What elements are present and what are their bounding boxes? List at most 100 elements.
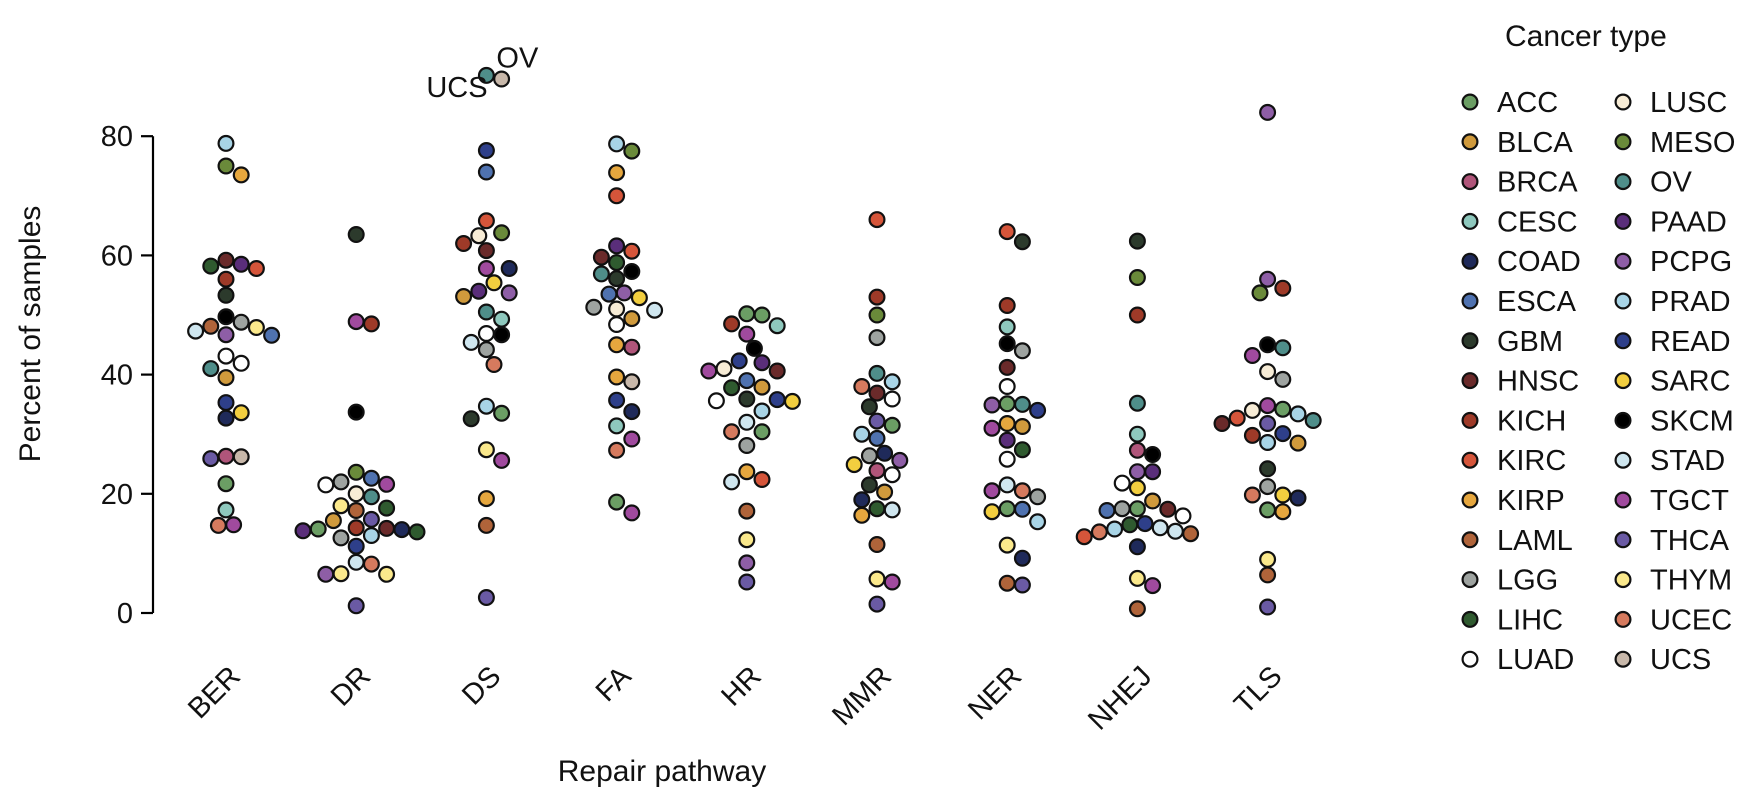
data-point-prad (753, 402, 771, 420)
data-point-prad (217, 134, 235, 152)
data-point-laml (738, 502, 756, 520)
data-point-kirc (1228, 409, 1246, 427)
legend-swatch (1461, 212, 1479, 230)
data-point-hnsc (378, 519, 396, 537)
data-point-ucec (1013, 482, 1031, 500)
y-tick-label: 80 (101, 121, 133, 153)
plot-area: 0 20 40 60 80 BER DR DS FA HR MMR NER NHEJ TLS (101, 66, 1322, 737)
data-point-kirp (232, 166, 250, 184)
legend-swatch (1461, 411, 1479, 429)
data-point-stad (1151, 519, 1169, 537)
data-point-ov (1274, 339, 1292, 357)
data-point-lusc (470, 227, 488, 245)
data-point-esca (1013, 500, 1031, 518)
data-point-cesc (493, 310, 511, 328)
legend-swatch (1614, 650, 1632, 668)
data-point-ov (477, 66, 495, 84)
data-point-meso (493, 224, 511, 242)
data-point-ucec (362, 555, 380, 573)
data-point-ucec (853, 378, 871, 396)
data-point-read (217, 394, 235, 412)
data-point-coad (393, 521, 411, 539)
data-point-tgct (1259, 397, 1277, 415)
data-point-tgct (1144, 577, 1162, 595)
x-tick-label: DS (456, 660, 507, 711)
data-point-esca (1098, 502, 1116, 520)
data-point-lgg (738, 437, 756, 455)
data-point-lihc (868, 500, 886, 518)
legend-label: THYM (1650, 565, 1732, 597)
data-point-coad (500, 260, 518, 278)
data-point-stad (347, 553, 365, 571)
legend-label: PAAD (1650, 206, 1727, 238)
data-point-esca (362, 469, 380, 487)
data-point-tgct (623, 430, 641, 448)
data-point-prad (1106, 520, 1124, 538)
data-point-ucs (232, 448, 250, 466)
data-point-kich (455, 235, 473, 253)
data-point-thca (347, 597, 365, 615)
data-point-thym (738, 531, 756, 549)
data-point-coad (876, 444, 894, 462)
data-point-thym (868, 570, 886, 588)
data-point-pcpg (217, 326, 235, 344)
legend-swatch (1614, 372, 1632, 390)
data-point-luad (883, 466, 901, 484)
data-point-blca (753, 378, 771, 396)
data-point-sarc (630, 289, 648, 307)
data-point-esca (868, 429, 886, 447)
data-point-cesc (608, 417, 626, 435)
data-point-lgg (332, 529, 350, 547)
x-tick-label: DR (325, 660, 377, 712)
data-point-kich (868, 288, 886, 306)
data-point-ov (202, 360, 220, 378)
data-point-kich (1128, 306, 1146, 324)
legend-label: BRCA (1497, 167, 1578, 199)
data-point-gbm (860, 476, 878, 494)
data-point-tgct (493, 451, 511, 469)
data-point-coad (853, 491, 871, 509)
y-axis-title: Percent of samples (14, 206, 47, 463)
data-point-gbm (608, 270, 626, 288)
data-point-acc (493, 404, 511, 422)
data-point-tgct (378, 475, 396, 493)
data-point-sarc (783, 392, 801, 410)
legend-label: LUSC (1650, 87, 1727, 119)
legend: Cancer type ACC BLCA BRCA CESC COAD ESCA GBM HN… (1461, 20, 1735, 676)
data-point-kirc (623, 242, 641, 260)
data-point-thca (868, 412, 886, 430)
data-point-kich (217, 270, 235, 288)
data-point-prad (883, 373, 901, 391)
data-point-stad (738, 413, 756, 431)
legend-swatch (1614, 571, 1632, 589)
data-point-read (477, 142, 495, 160)
legend-swatch (1461, 372, 1479, 390)
data-point-read (730, 352, 748, 370)
legend-label: COAD (1497, 246, 1581, 278)
data-point-meso (217, 157, 235, 175)
data-point-meso (868, 306, 886, 324)
data-point-blca (324, 512, 342, 530)
data-point-paad (998, 431, 1016, 449)
legend-swatch (1614, 411, 1632, 429)
data-point-thym (998, 536, 1016, 554)
data-point-lusc (715, 360, 733, 378)
legend-swatch (1461, 173, 1479, 191)
legend-label: TGCT (1650, 485, 1729, 517)
data-point-blca (1289, 434, 1307, 452)
data-point-thym (1128, 569, 1146, 587)
x-tick-label: MMR (826, 660, 898, 732)
data-point-tgct (983, 419, 1001, 437)
x-tick-label: NHEJ (1082, 660, 1158, 736)
data-point-laml (1259, 566, 1277, 584)
data-point-luad (1113, 474, 1131, 492)
data-point-cesc (998, 318, 1016, 336)
data-point-thca (477, 588, 495, 606)
legend-label: GBM (1497, 326, 1563, 358)
data-point-luad (707, 392, 725, 410)
data-point-thca (202, 450, 220, 468)
y-tick-label: 40 (101, 360, 133, 392)
data-point-ucs (623, 373, 641, 391)
data-point-luad (317, 476, 335, 494)
data-point-blca (623, 310, 641, 328)
